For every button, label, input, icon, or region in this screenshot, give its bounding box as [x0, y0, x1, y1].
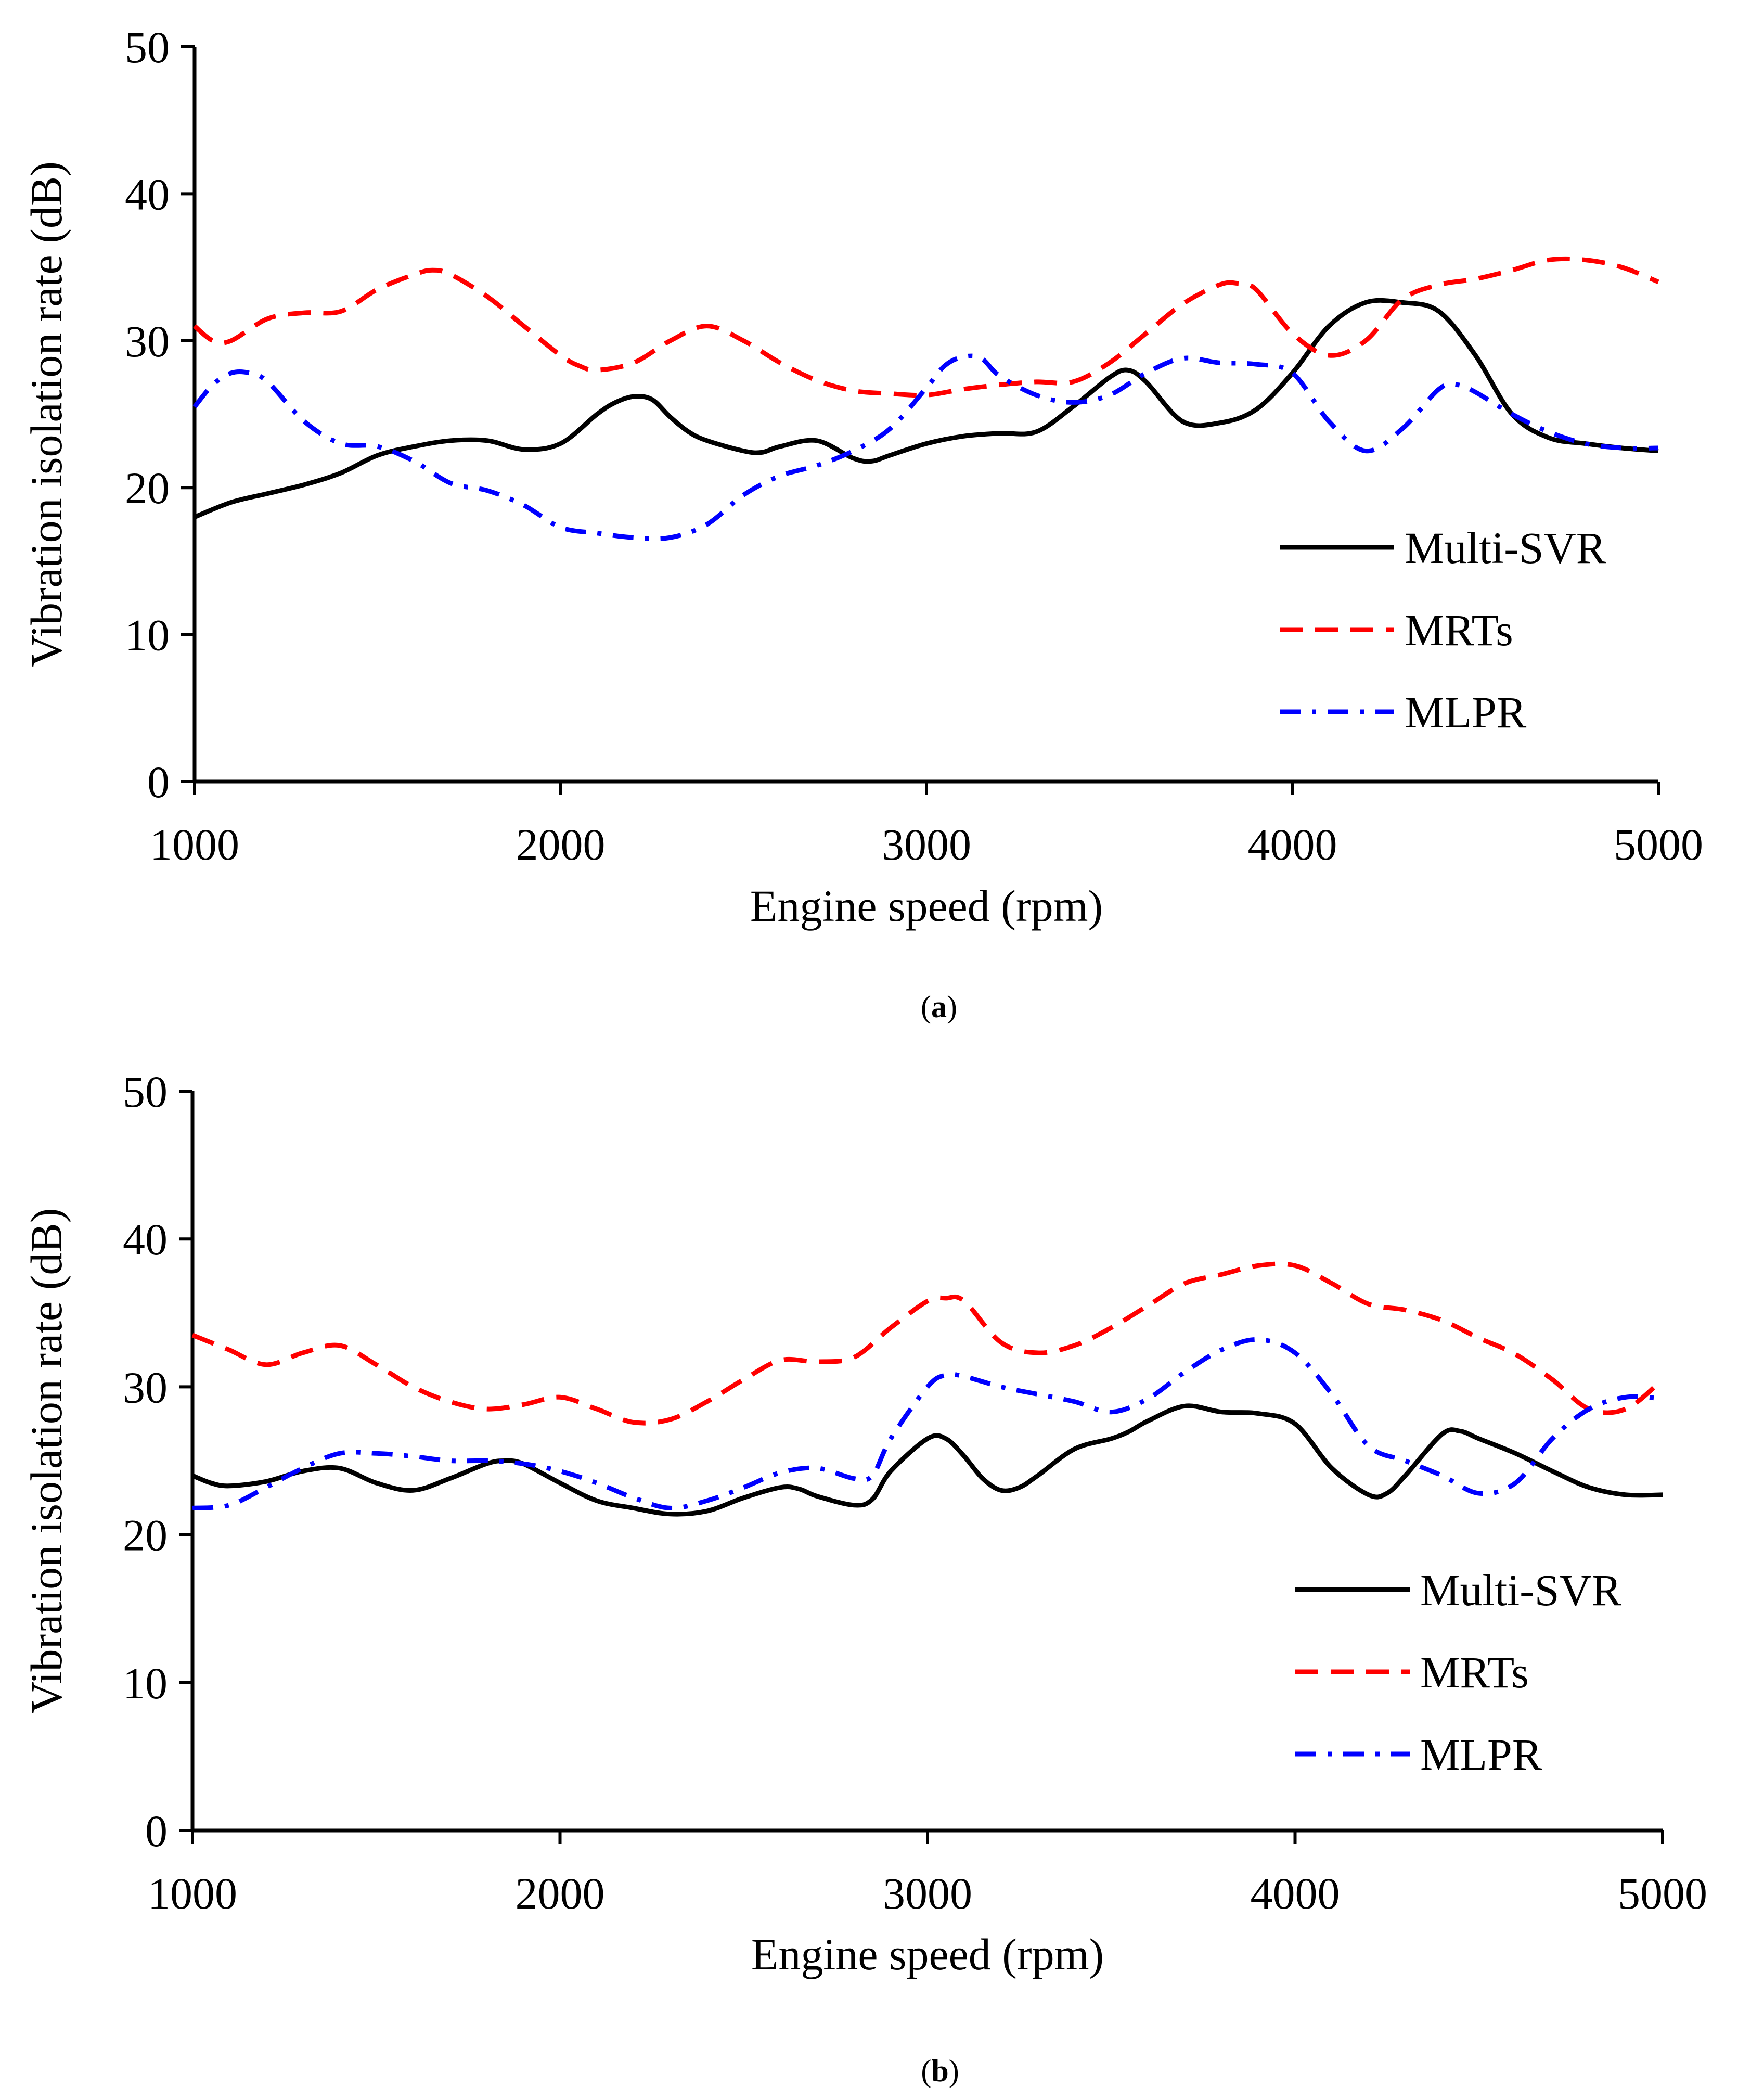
chart-panel-a: 0 10 20 30 40 50 1000 2000 3000 4000 5000 Engine sp… — [21, 22, 1703, 1024]
y-tick-label: 30 — [125, 316, 170, 366]
x-tick-label: 5000 — [1618, 1868, 1707, 1918]
x-tick-label: 3000 — [883, 1868, 972, 1918]
y-tick-label: 0 — [147, 757, 170, 807]
panel-label: (a) — [921, 990, 957, 1024]
series-line-mlpr — [192, 1337, 1663, 1510]
y-tick-label: 50 — [125, 22, 170, 72]
y-axis-title: Vibration isolation rate (dB) — [21, 1208, 71, 1714]
legend-label: Multi-SVR — [1420, 1565, 1622, 1615]
legend-label: MLPR — [1420, 1730, 1542, 1779]
legend-label: MRTs — [1405, 605, 1513, 655]
y-tick-label: 10 — [123, 1658, 168, 1708]
y-tick-label: 10 — [125, 610, 170, 660]
legend-label: MRTs — [1420, 1647, 1529, 1697]
x-tick-label: 1000 — [148, 1868, 237, 1918]
y-tick-label: 50 — [123, 1067, 168, 1117]
y-tick-label: 0 — [145, 1806, 168, 1856]
series-line-multi-svr — [191, 1403, 1663, 1517]
y-tick-label: 20 — [123, 1510, 168, 1560]
y-tick-label: 30 — [123, 1362, 168, 1412]
x-tick-label: 4000 — [1251, 1868, 1340, 1918]
chart-panel-b: 0 10 20 30 40 50 1000 2000 3000 4000 5000 Engine sp… — [21, 1067, 1707, 2088]
series-line-mlpr — [192, 353, 1659, 541]
legend-label: Multi-SVR — [1405, 523, 1606, 573]
x-tick-label: 2000 — [516, 819, 606, 869]
y-tick-label: 40 — [123, 1214, 168, 1264]
series-line-multi-svr — [194, 298, 1659, 519]
legend-label: MLPR — [1405, 687, 1527, 737]
x-axis-title: Engine speed (rpm) — [750, 881, 1103, 931]
x-tick-label: 1000 — [150, 819, 239, 869]
series-line-mrts — [191, 1261, 1664, 1426]
panel-label: (b) — [921, 2054, 959, 2088]
y-tick-label: 40 — [125, 169, 170, 219]
x-tick-label: 4000 — [1248, 819, 1337, 869]
series-line-mrts — [193, 256, 1659, 398]
x-tick-label: 2000 — [516, 1868, 605, 1918]
x-tick-label: 5000 — [1614, 819, 1703, 869]
x-axis-title: Engine speed (rpm) — [751, 1929, 1104, 1979]
y-tick-label: 20 — [125, 463, 170, 513]
y-axis-title: Vibration isolation rate (dB) — [21, 161, 71, 667]
x-tick-label: 3000 — [882, 819, 971, 869]
